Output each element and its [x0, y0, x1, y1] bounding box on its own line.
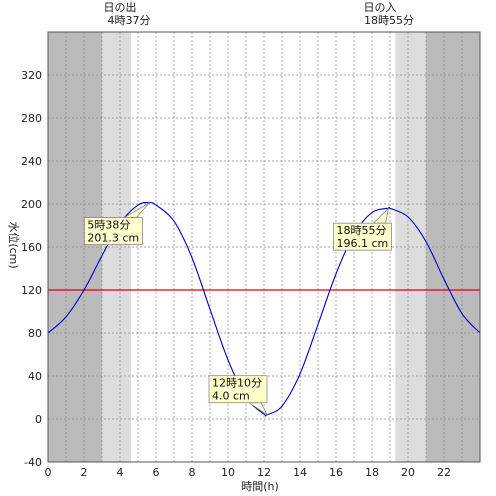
- x-tick-label: 22: [437, 466, 451, 479]
- y-tick-label: 80: [28, 327, 42, 340]
- y-tick-label: -40: [24, 456, 42, 469]
- x-tick-label: 16: [329, 466, 343, 479]
- annotation-value: 196.1 cm: [337, 237, 389, 250]
- x-tick-label: 4: [117, 466, 124, 479]
- annotation-time: 5時38分: [87, 219, 130, 232]
- annotation-box: [333, 222, 392, 251]
- tide-line: [47, 201, 481, 417]
- y-tick-label: 240: [21, 155, 42, 168]
- plot-frame: [47, 31, 481, 463]
- x-tick-label: 18: [365, 466, 379, 479]
- annotation-value: 201.3 cm: [87, 232, 139, 245]
- x-tick-label: 20: [401, 466, 415, 479]
- annotation-box: [83, 217, 143, 246]
- tide-series: [47, 201, 481, 417]
- y-axis-title: 水位(cm): [7, 221, 21, 268]
- sunset-time: 18時55分: [364, 14, 414, 27]
- sunrise-time: 4時37分: [108, 14, 151, 27]
- x-axis-title: 時間(h): [241, 480, 279, 493]
- tick-labels: 0 2 4 6 8 10 12 14 16 18 20 22-40040801201602002402…: [21, 69, 451, 479]
- y-tick-label: 0: [35, 413, 42, 426]
- y-tick-label: 120: [21, 284, 42, 297]
- annotation-time: 18時55分: [337, 224, 387, 237]
- x-tick-label: 14: [293, 466, 307, 479]
- y-tick-label: 160: [21, 241, 42, 254]
- y-tick-label: 280: [21, 112, 42, 125]
- y-tick-label: 320: [21, 69, 42, 82]
- x-tick-label: 2: [81, 466, 88, 479]
- y-tick-label: 40: [28, 370, 42, 383]
- x-tick-label: 6: [153, 466, 160, 479]
- y-tick-label: 200: [21, 198, 42, 211]
- x-tick-label: 10: [221, 466, 235, 479]
- annotation-time: 12時10分: [212, 377, 262, 390]
- annotation-value: 4.0 cm: [212, 390, 250, 403]
- annotation-box: [208, 375, 268, 404]
- sunset-label: 日の入: [364, 1, 397, 14]
- x-tick-label: 12: [257, 466, 271, 479]
- x-tick-label: 0: [45, 466, 52, 479]
- x-tick-label: 8: [189, 466, 196, 479]
- sunrise-label: 日の出: [104, 0, 137, 14]
